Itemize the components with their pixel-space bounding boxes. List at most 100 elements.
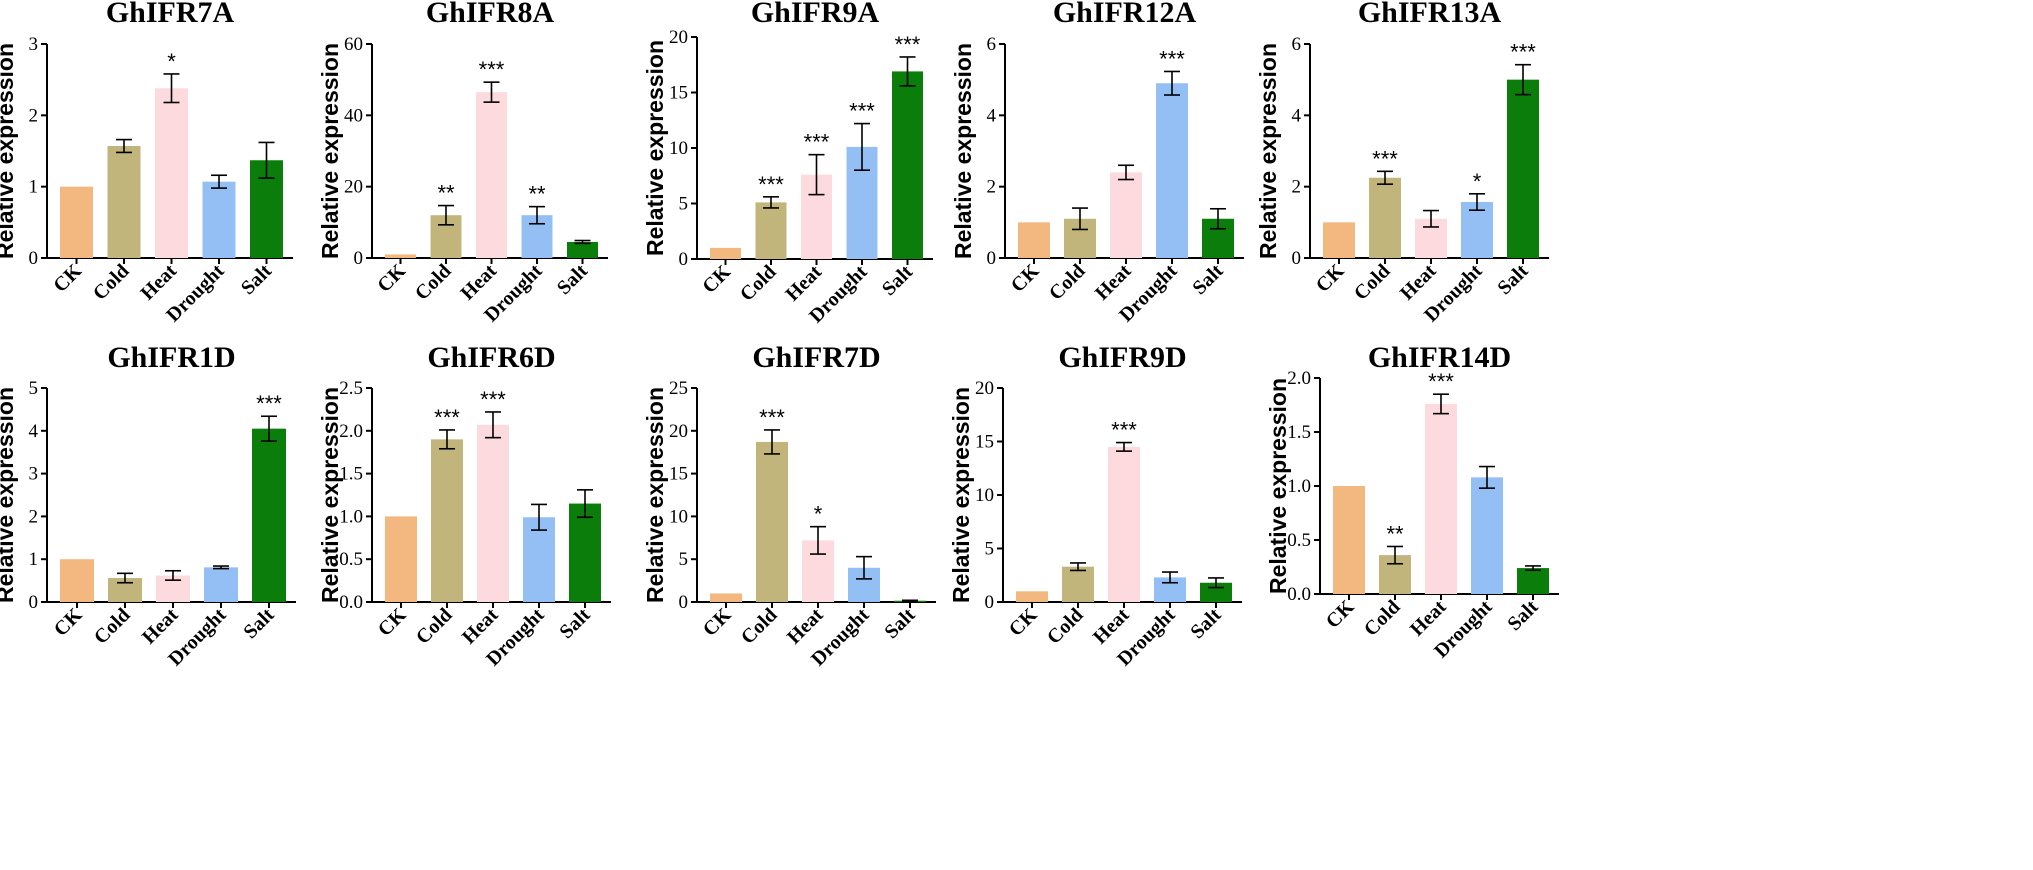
bar-ck	[710, 593, 742, 602]
bar-cold	[1369, 177, 1401, 258]
y-tick-label: 0.5	[1287, 530, 1311, 551]
bar-ck	[1323, 222, 1355, 258]
x-tick-label: Cold	[1360, 596, 1405, 641]
y-tick-label: 4	[987, 105, 997, 126]
y-tick-label: 2	[29, 506, 39, 527]
y-tick-label: 6	[1292, 34, 1302, 55]
y-tick-label: 15	[669, 464, 688, 485]
x-tick-label: CK	[1005, 604, 1042, 641]
x-tick-label: Cold	[1350, 260, 1395, 305]
bar-cold	[755, 202, 787, 259]
x-tick-label: Salt	[1188, 260, 1227, 299]
x-tick-label: Cold	[411, 260, 456, 305]
significance-label: ***	[434, 405, 460, 430]
bar-heat	[1425, 403, 1457, 594]
x-tick-label: CK	[699, 604, 736, 641]
y-axis-label: Relative expression	[317, 387, 343, 603]
significance-label: ***	[1510, 40, 1536, 65]
significance-label: *	[814, 502, 823, 527]
y-axis-label: Relative expression	[948, 387, 974, 603]
x-tick-label: CK	[374, 604, 411, 641]
significance-label: ***	[479, 57, 505, 82]
bar-ck	[60, 186, 93, 258]
significance-label: ***	[759, 405, 785, 430]
y-tick-label: 10	[669, 138, 688, 159]
significance-label: **	[528, 182, 546, 207]
x-tick-label: CK	[1312, 260, 1349, 297]
bar-drought	[1471, 477, 1503, 594]
y-tick-label: 0	[987, 248, 997, 269]
y-axis-label: Relative expression	[950, 43, 976, 259]
y-axis-label: Relative expression	[642, 40, 668, 256]
significance-label: ***	[480, 387, 506, 412]
y-tick-label: 20	[669, 421, 688, 442]
x-tick-label: Cold	[1043, 604, 1088, 649]
bar-heat	[477, 424, 509, 602]
y-tick-label: 1.5	[1287, 422, 1311, 443]
significance-label: *	[167, 49, 176, 74]
y-tick-label: 2.5	[339, 378, 363, 399]
bar-heat	[1108, 446, 1140, 602]
bar-cold	[1062, 566, 1094, 602]
y-tick-label: 20	[344, 177, 363, 198]
bar-ck	[1016, 591, 1048, 602]
y-tick-label: 1	[29, 177, 39, 198]
y-tick-label: 20	[669, 27, 688, 48]
chart-panel-GhIFR9D: GhIFR9D Relative expression 0 5 10 15 20 CK Cold…	[948, 341, 1242, 670]
bar-salt	[569, 503, 601, 602]
bar-heat	[1110, 172, 1142, 258]
y-tick-label: 2	[1292, 177, 1302, 198]
chart-panel-GhIFR9A: GhIFR9A Relative expression 0 5 10 15 20 CK *** C…	[642, 0, 933, 327]
y-tick-label: 15	[669, 83, 688, 104]
y-tick-label: 1.5	[339, 464, 363, 485]
significance-label: ***	[256, 391, 282, 416]
chart-title: GhIFR7D	[752, 341, 880, 374]
chart-title: GhIFR12A	[1053, 0, 1197, 29]
chart-panel-GhIFR13A: GhIFR13A Relative expression 0 2 4 6 CK *** Cold…	[1255, 0, 1549, 326]
bar-ck	[1018, 222, 1050, 258]
bar-heat	[476, 92, 507, 259]
significance-label: ***	[1428, 369, 1454, 394]
x-tick-label: CK	[698, 261, 735, 298]
y-axis-label: Relative expression	[642, 387, 668, 603]
y-tick-label: 3	[29, 34, 39, 55]
x-tick-label: Salt	[1503, 596, 1542, 635]
y-tick-label: 6	[987, 34, 997, 55]
bar-ck	[385, 254, 416, 258]
y-tick-label: 0	[985, 592, 995, 613]
y-tick-label: 4	[1292, 105, 1302, 126]
y-axis-label: Relative expression	[0, 387, 18, 603]
bar-drought	[1156, 83, 1188, 258]
chart-title: GhIFR9D	[1058, 341, 1186, 374]
x-tick-label: Salt	[555, 604, 594, 643]
x-tick-label: CK	[1322, 596, 1359, 633]
y-tick-label: 15	[975, 432, 994, 453]
x-tick-label: Salt	[878, 261, 917, 300]
bar-ck	[60, 559, 94, 602]
bar-ck	[1333, 486, 1365, 594]
y-tick-label: 40	[344, 105, 363, 126]
bar-salt	[567, 241, 598, 258]
x-tick-label: Salt	[239, 604, 278, 643]
bar-ck	[710, 247, 741, 259]
y-tick-label: 0	[29, 248, 39, 269]
x-tick-label: Salt	[880, 604, 919, 643]
bar-salt	[1507, 79, 1539, 259]
y-tick-label: 5	[29, 378, 39, 399]
bar-heat	[155, 88, 188, 258]
y-tick-label: 0	[354, 248, 364, 269]
significance-label: **	[437, 181, 455, 206]
significance-label: ***	[1372, 146, 1398, 171]
bar-cold	[107, 146, 141, 258]
y-tick-label: 20	[975, 378, 994, 399]
y-axis-label: Relative expression	[1255, 43, 1281, 259]
bar-ck	[385, 516, 417, 602]
significance-label: ***	[1159, 46, 1185, 71]
significance-label: ***	[895, 32, 921, 57]
chart-title: GhIFR13A	[1358, 0, 1502, 29]
